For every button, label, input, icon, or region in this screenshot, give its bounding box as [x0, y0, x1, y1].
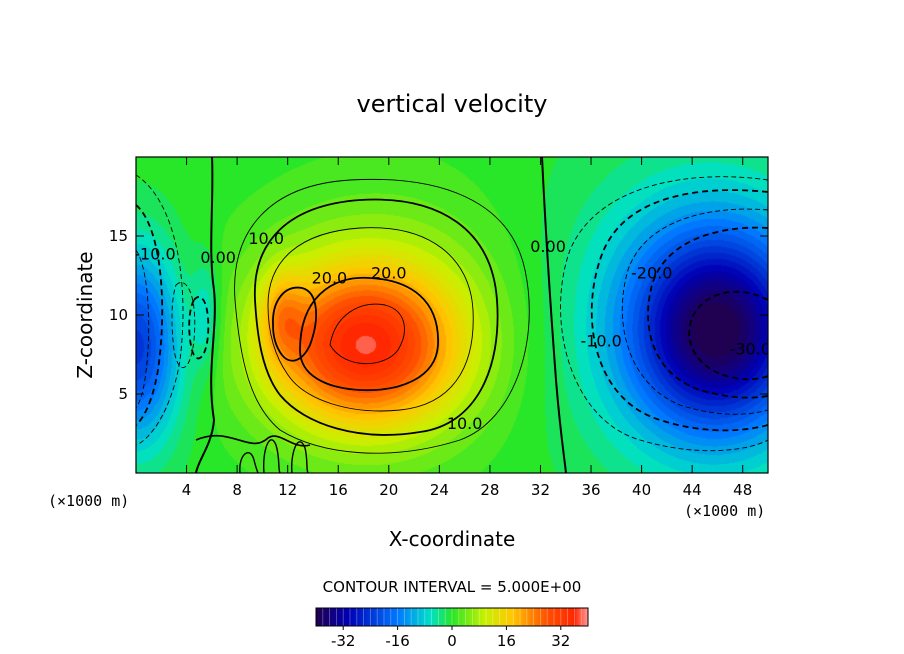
- x-unit-left: (×1000 m): [48, 492, 129, 510]
- contour-label: -20.0: [631, 264, 672, 283]
- x-unit-right: (×1000 m): [684, 502, 765, 520]
- contour-label: 20.0: [371, 264, 407, 283]
- contour-minus-10-lobe: [188, 296, 210, 360]
- contour-zero-right: [541, 157, 567, 473]
- contour-minus-30-right: [688, 290, 768, 381]
- contour-plus-10: [254, 198, 499, 436]
- contour-label: 10.0: [447, 414, 483, 433]
- colorbar-ticks: -32 -16 0 16 32: [331, 626, 570, 650]
- x-tick-label: 32: [531, 481, 550, 499]
- x-axis: 4 8 12 16 20 24 28 32 36 40 44 48: [182, 157, 752, 499]
- contour-label: 10.0: [248, 229, 284, 248]
- contour-interval-note: CONTOUR INTERVAL = 5.000E+00: [323, 578, 582, 596]
- contour-plus-20-main: [299, 276, 439, 392]
- x-tick-label: 36: [581, 481, 600, 499]
- contour-minus-20-right: [647, 226, 768, 399]
- contour-plus-5: [234, 178, 530, 454]
- contour-labels: -10.0 0.00 10.0 20.0 20.0 10.0 0.00 -10.0 -20.0 -…: [134, 229, 771, 433]
- contour-label: 20.0: [312, 268, 348, 287]
- colorbar: [316, 608, 588, 626]
- contour-label: 0.00: [200, 248, 236, 267]
- contour-minus-15-left: [136, 249, 150, 409]
- contour-plus-20-secondary: [272, 286, 317, 362]
- x-tick-label: 20: [379, 481, 398, 499]
- contour-minus-5-left: [136, 174, 184, 446]
- colorbar-tick-label: 32: [551, 632, 570, 650]
- contour-label: 0.00: [530, 237, 566, 256]
- colorbar-tick-label: 0: [447, 632, 457, 650]
- contour-minus-5-lobe: [171, 282, 196, 369]
- x-tick-label: 12: [278, 481, 297, 499]
- y-tick-label: 10: [109, 306, 128, 324]
- contour-label: -30.0: [730, 340, 771, 359]
- colorbar-stripes: [322, 608, 582, 626]
- contour-ground-1: [239, 452, 259, 473]
- contour-ground-2: [262, 439, 281, 473]
- y-tick-label: 15: [109, 227, 128, 245]
- contour-minus-10-left: [136, 204, 164, 426]
- plot-area: -10.0 0.00 10.0 20.0 20.0 10.0 0.00 -10.0 -20.0 -…: [134, 157, 771, 473]
- x-tick-label: 8: [232, 481, 242, 499]
- colorbar-tick-label: 16: [497, 632, 516, 650]
- contour-plus-15: [267, 227, 474, 412]
- contour-minus-5-right: [560, 176, 768, 452]
- contour-ground-3: [290, 441, 309, 473]
- colorbar-tick-label: -16: [385, 632, 410, 650]
- y-axis-label: Z-coordinate: [73, 251, 97, 378]
- x-tick-label: 48: [733, 481, 752, 499]
- x-tick-label: 44: [683, 481, 702, 499]
- contour-zero-left: [195, 157, 216, 473]
- contour-label: -10.0: [134, 245, 175, 264]
- colorbar-tick-label: -32: [331, 632, 356, 650]
- x-tick-label: 4: [182, 481, 192, 499]
- contour-minus-10-right: [590, 189, 768, 432]
- x-tick-label: 24: [430, 481, 449, 499]
- x-tick-label: 16: [329, 481, 348, 499]
- x-tick-label: 28: [480, 481, 499, 499]
- contour-zero-bottom: [195, 434, 311, 447]
- y-axis: 5 10 15: [109, 227, 768, 403]
- y-tick-label: 5: [118, 385, 128, 403]
- contour-plus-25: [329, 303, 405, 365]
- x-tick-label: 40: [632, 481, 651, 499]
- contour-label: -10.0: [580, 332, 621, 351]
- contour-minus-15-right: [621, 208, 768, 415]
- chart-title: vertical velocity: [357, 90, 548, 118]
- x-axis-label: X-coordinate: [389, 527, 516, 551]
